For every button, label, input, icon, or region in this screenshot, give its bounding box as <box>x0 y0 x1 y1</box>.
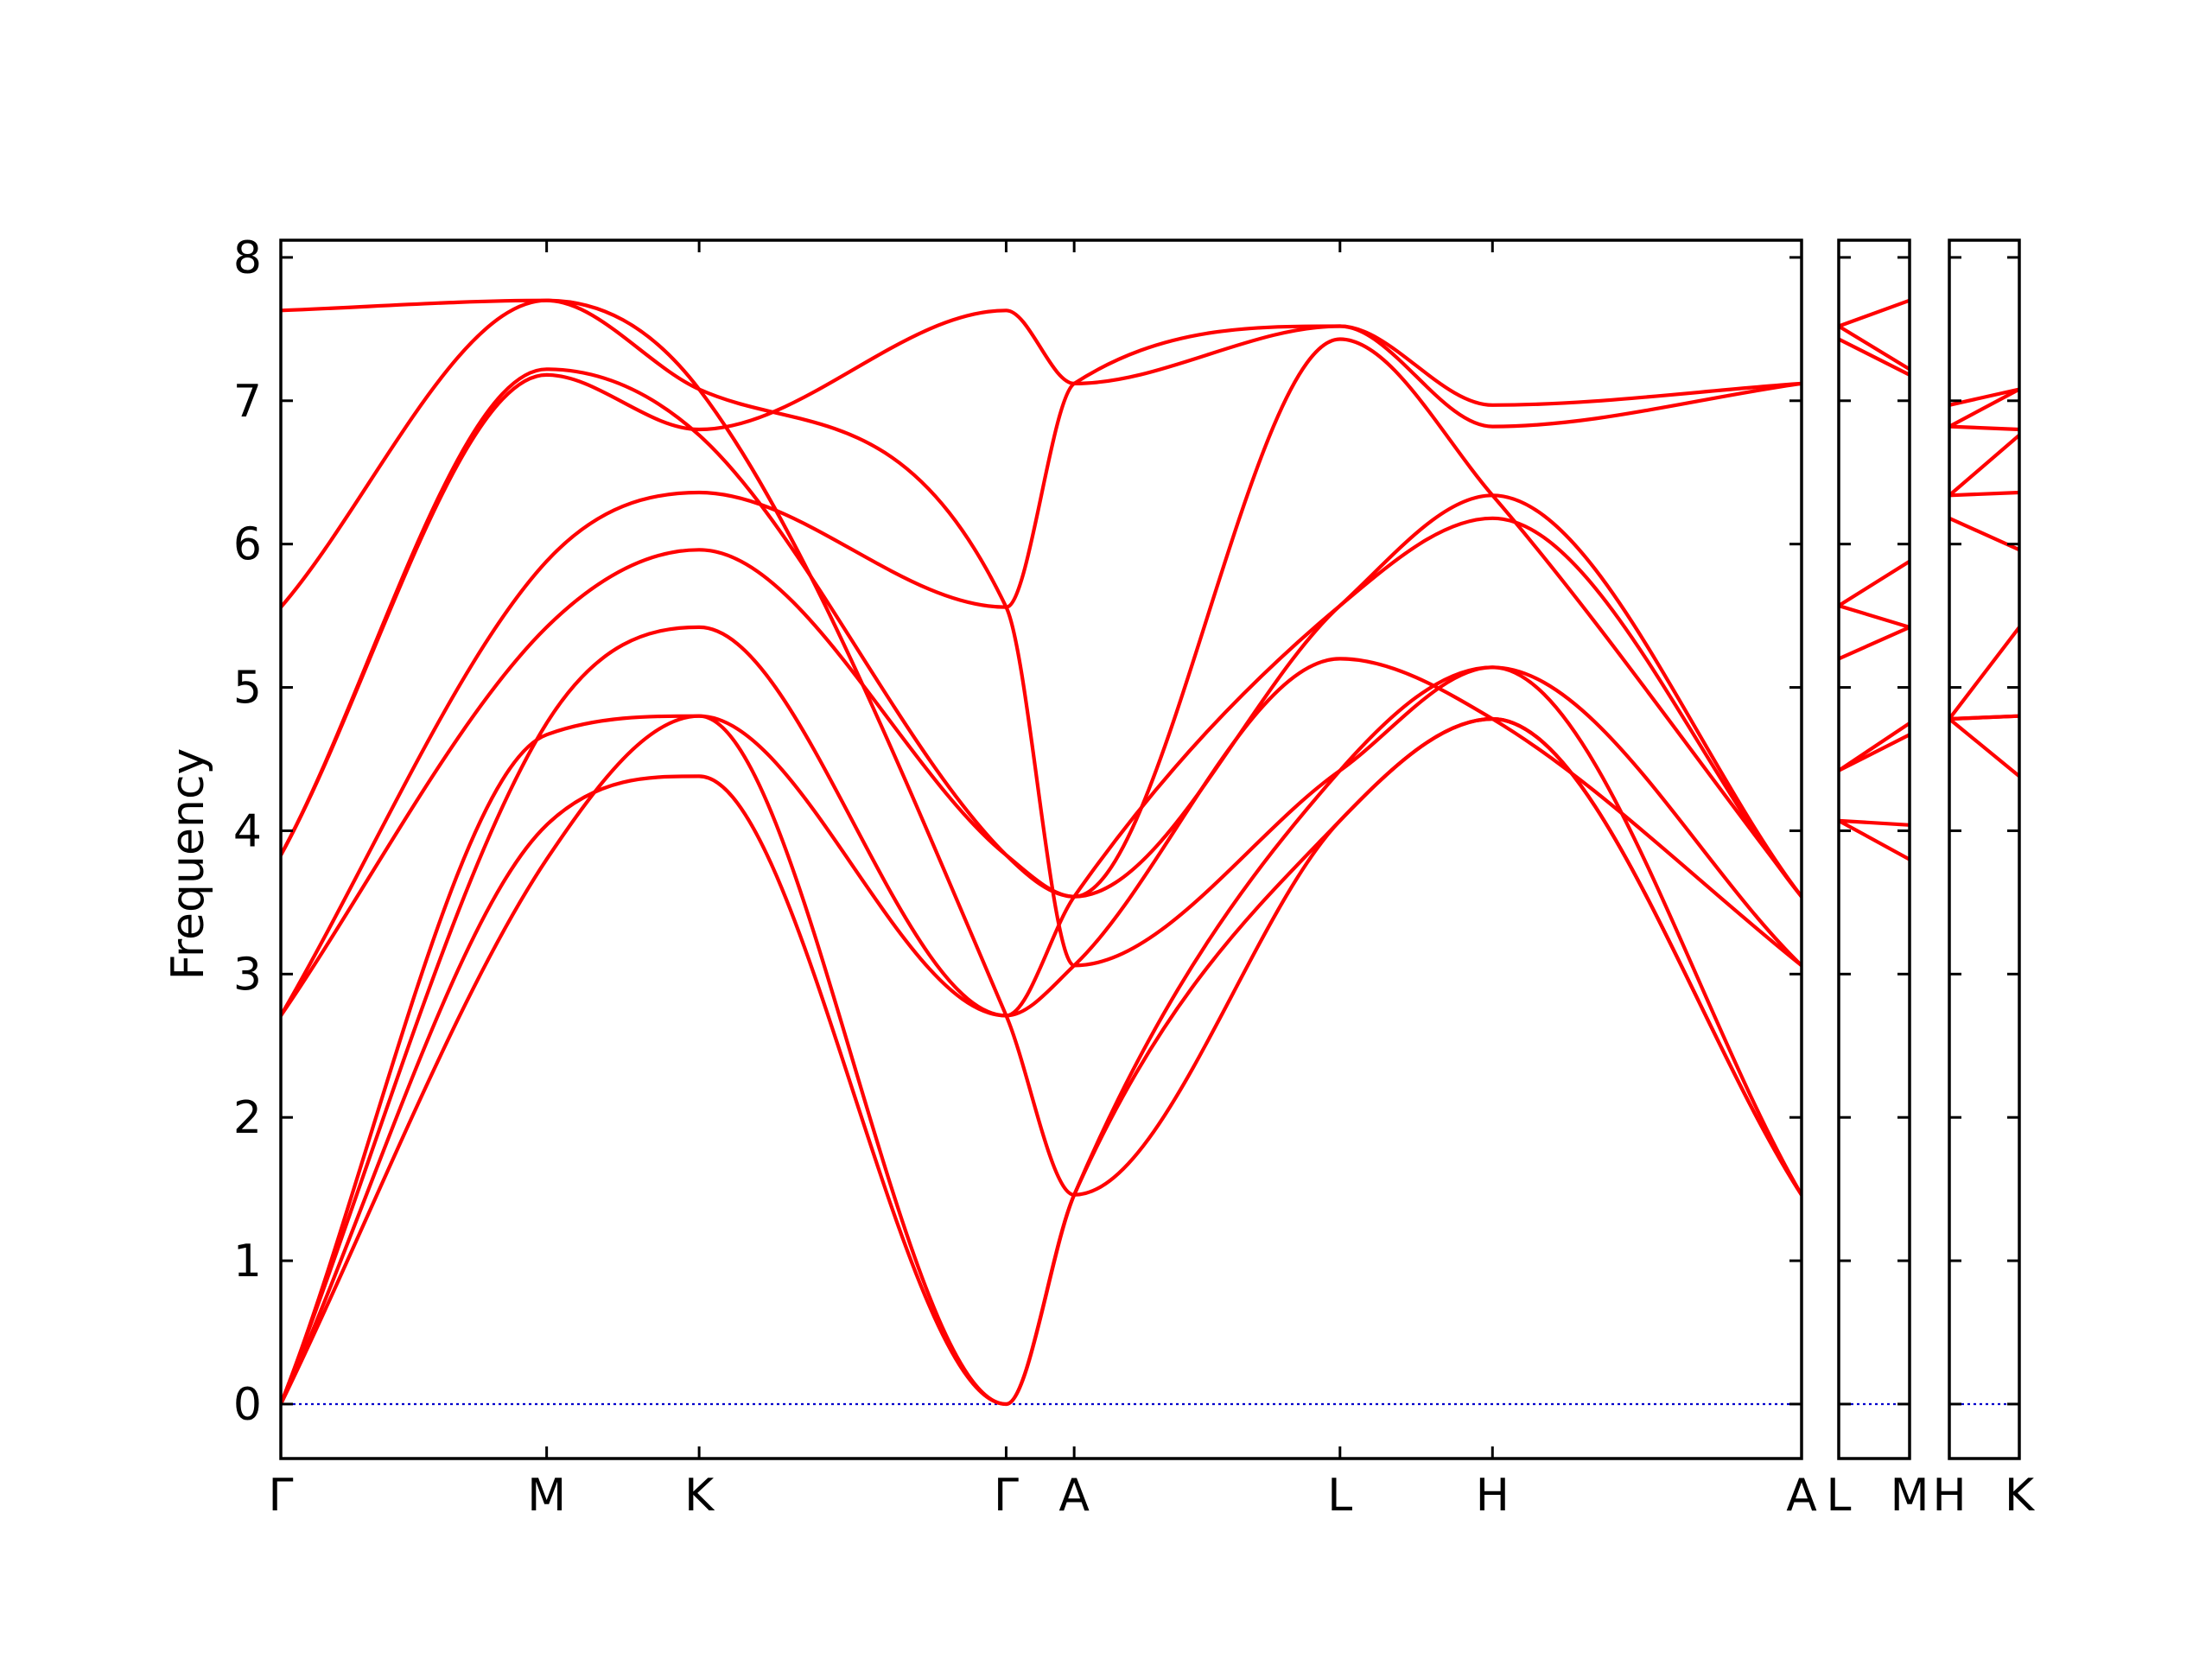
x-tick-label: L <box>1327 1470 1352 1522</box>
band-line <box>1949 424 2019 432</box>
band-group <box>1949 387 2019 779</box>
y-tick-label: 8 <box>233 232 262 284</box>
y-tick-label: 6 <box>233 519 262 571</box>
band-line <box>281 367 1802 899</box>
band-line <box>1839 818 1910 861</box>
band-line <box>1949 490 2019 498</box>
y-tick-label: 0 <box>233 1379 262 1431</box>
x-tick-label: M <box>1891 1470 1929 1522</box>
band-line <box>1839 818 1910 827</box>
x-tick-label: Γ <box>994 1470 1019 1522</box>
y-tick-label: 7 <box>233 376 262 428</box>
y-tick-label: 2 <box>233 1092 262 1144</box>
band-group <box>281 298 1802 1407</box>
band-line <box>1839 298 1910 328</box>
panel-frame <box>1948 238 2021 1460</box>
band-line <box>1949 716 2019 779</box>
x-tick-label: A <box>1058 1470 1090 1522</box>
band-line <box>281 337 1802 1018</box>
band-group <box>1839 298 1910 861</box>
band-line <box>1839 337 1910 377</box>
y-axis-label: Frequency <box>162 748 214 981</box>
x-tick-label: H <box>1476 1470 1510 1522</box>
band-line <box>1839 324 1910 372</box>
band-line <box>1949 387 2019 429</box>
band-line <box>1839 721 1910 772</box>
y-tick-label: 4 <box>233 805 262 857</box>
band-line <box>281 657 1802 1407</box>
panel-frame <box>279 238 1803 1460</box>
y-tick-label: 5 <box>233 663 262 715</box>
x-tick-label: H <box>1932 1470 1966 1522</box>
band-line <box>281 324 1802 1018</box>
band-line <box>281 516 1802 1407</box>
band-line <box>281 298 1802 1197</box>
band-line <box>1949 387 2019 407</box>
x-tick-label: Γ <box>269 1470 294 1522</box>
band-line <box>1839 625 1910 661</box>
panel-frame <box>1837 238 1911 1460</box>
x-tick-label: L <box>1827 1470 1852 1522</box>
x-tick-label: K <box>2005 1470 2036 1522</box>
x-tick-label: K <box>684 1470 715 1522</box>
x-tick-label: A <box>1786 1470 1817 1522</box>
band-line <box>1949 433 2019 498</box>
y-tick-label: 1 <box>233 1236 262 1287</box>
x-tick-label: M <box>527 1470 566 1522</box>
band-line <box>1839 603 1910 629</box>
band-line <box>1839 559 1910 608</box>
band-line <box>281 298 1802 968</box>
band-line <box>281 308 1802 857</box>
band-line <box>1949 625 2019 721</box>
y-tick-label: 3 <box>233 949 262 1001</box>
band-line <box>1949 714 2019 721</box>
